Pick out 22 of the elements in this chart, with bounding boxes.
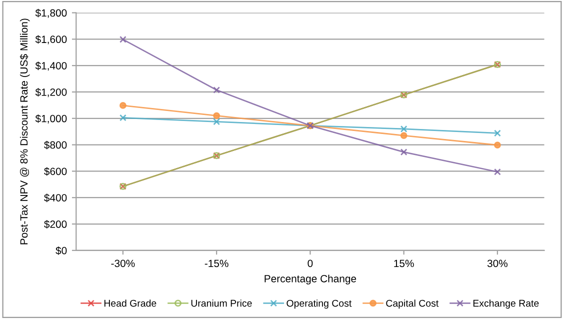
y-tick-label: $400 [44, 194, 67, 202]
y-tick-label: $0 [56, 246, 67, 255]
legend-label: Capital Cost [386, 300, 439, 309]
y-tick-label: $600 [44, 167, 67, 176]
y-tick-label: $1,400 [35, 62, 67, 71]
y-tick-label: $200 [44, 220, 67, 229]
y-tick-label: $1,600 [35, 35, 67, 44]
x-tick-label: 15% [394, 260, 414, 268]
legend-label: Head Grade [104, 300, 156, 307]
x-axis-title: Percentage Change [264, 274, 356, 284]
x-tick-label: -15% [204, 260, 228, 268]
legend-label: Operating Cost [286, 300, 352, 309]
y-tick-label: $1,000 [35, 114, 67, 124]
y-tick-label: $800 [44, 140, 67, 150]
x-tick-label: 0 [308, 260, 313, 268]
y-axis-title: Post-Tax NPV @ 8% Discount Rate (US$ Million) [20, 18, 30, 244]
y-tick-label: $1,200 [35, 88, 67, 98]
legend-label: Uranium Price [191, 300, 252, 307]
y-tick-label: $1,800 [35, 8, 67, 18]
x-tick-label: -30% [111, 260, 135, 268]
legend-label: Exchange Rate [473, 300, 539, 309]
x-tick-label: 30% [487, 260, 508, 268]
